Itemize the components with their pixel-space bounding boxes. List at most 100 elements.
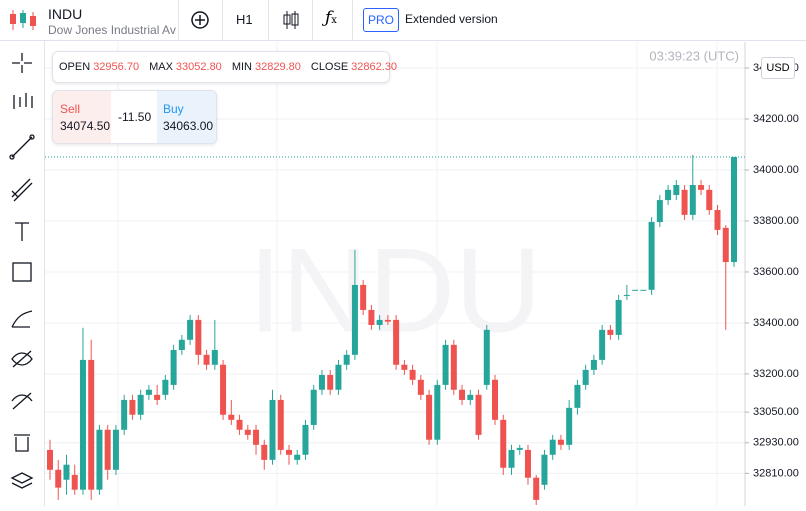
candle-body — [731, 156, 737, 263]
candle-body — [640, 289, 647, 291]
candle-body — [285, 449, 292, 455]
candle-body — [656, 200, 663, 222]
candle-body — [376, 319, 383, 325]
pro-badge[interactable]: PRO — [363, 8, 399, 32]
candle-body — [261, 444, 268, 460]
candle-body — [384, 319, 391, 322]
extended-version-link[interactable]: Extended version — [405, 12, 498, 26]
candle-body — [335, 364, 342, 390]
candle-body — [170, 349, 177, 385]
shape-tool[interactable] — [12, 262, 32, 282]
candle-body — [318, 374, 325, 390]
candle-body — [129, 399, 136, 415]
candle-body — [623, 294, 630, 296]
candle-body — [599, 329, 606, 360]
ohlc-value: 33052.80 — [175, 61, 222, 73]
candle-body — [71, 474, 78, 490]
candle-body — [211, 349, 218, 365]
logo — [10, 10, 36, 30]
candle-body — [459, 389, 466, 400]
candle-body — [393, 319, 400, 365]
candle-body — [244, 429, 251, 435]
candle-body — [277, 399, 284, 450]
candle-body — [79, 359, 86, 490]
candle-body — [607, 329, 614, 335]
ohlc-panel: OPEN 32956.70 MAX 33052.80 MIN 32829.80 CLOSE 3… — [52, 51, 397, 83]
candle-body — [178, 339, 185, 350]
candle-body — [63, 464, 70, 480]
candle-body — [673, 185, 680, 195]
candle-body — [145, 389, 152, 395]
spread: -11.50 — [118, 110, 152, 124]
candle-body — [104, 429, 111, 470]
candle-body — [302, 424, 309, 455]
delete-tool[interactable] — [14, 434, 30, 452]
candle-body — [492, 379, 499, 420]
candle-body — [121, 399, 128, 430]
symbol: INDU — [48, 6, 83, 22]
hide-tool[interactable] — [11, 352, 33, 366]
indicators-button[interactable]: ƒx — [325, 8, 337, 28]
candle-body — [236, 419, 243, 430]
text-tool[interactable] — [15, 222, 29, 241]
candle-body — [450, 344, 457, 390]
candle-body — [360, 284, 367, 310]
candle-body — [442, 344, 449, 385]
candle-body — [417, 379, 424, 395]
candle-body — [665, 189, 672, 201]
candle-body — [426, 394, 433, 440]
candle-body — [401, 364, 408, 370]
y-tick-label: 33400.00 — [753, 317, 799, 329]
interval-button[interactable]: H1 — [236, 12, 253, 27]
candle-body — [541, 454, 548, 485]
candle-body — [154, 394, 161, 400]
candle-body — [549, 439, 556, 455]
y-tick-label: 32930.00 — [753, 437, 799, 449]
symbol-name: Dow Jones Industrial Ave — [48, 23, 176, 37]
ohlc-value: 32829.80 — [254, 61, 301, 73]
brush-tool[interactable] — [11, 310, 33, 328]
candle-body — [310, 389, 317, 425]
ohlc-label: CLOSE — [310, 61, 349, 73]
candle-body — [508, 449, 515, 468]
currency-badge[interactable]: USD — [761, 57, 795, 79]
candle-body — [203, 354, 210, 365]
candle-body — [483, 329, 490, 385]
candle-body — [689, 185, 696, 215]
candle-body — [96, 429, 103, 490]
y-tick-label: 33050.00 — [753, 406, 799, 418]
candle-body — [327, 374, 334, 390]
crosshair-tool[interactable] — [12, 53, 32, 73]
y-tick-label: 33200.00 — [753, 368, 799, 380]
candle-body — [533, 477, 540, 500]
sell-button[interactable]: Sell 34074.50 — [53, 91, 111, 143]
candle-body — [55, 469, 62, 488]
candle-body — [632, 289, 639, 291]
candle-body — [88, 359, 95, 490]
add-button[interactable] — [190, 10, 210, 30]
left-toolbar — [0, 41, 45, 506]
candle-body — [475, 394, 482, 435]
candle-body — [524, 449, 531, 478]
fib-tool[interactable] — [11, 178, 33, 202]
candle-body — [343, 354, 350, 365]
y-tick-label: 33800.00 — [753, 215, 799, 227]
tool-icons — [9, 53, 35, 489]
buy-button[interactable]: Buy 34063.00 — [157, 91, 216, 143]
candle-body — [590, 359, 597, 370]
buy-label: Buy — [163, 102, 184, 116]
bars-tool[interactable] — [13, 93, 33, 109]
candle-body — [516, 447, 523, 450]
y-tick-label: 33600.00 — [753, 266, 799, 278]
candle-body — [566, 407, 573, 445]
buy-price: 34063.00 — [163, 119, 214, 133]
measure-tool[interactable] — [11, 394, 33, 402]
sell-label: Sell — [60, 102, 81, 116]
layers-tool[interactable] — [10, 472, 34, 489]
chart-type-button[interactable] — [281, 9, 301, 31]
line-tool[interactable] — [11, 136, 33, 158]
y-tick-label: 34000.00 — [753, 164, 799, 176]
candle-body — [351, 284, 358, 355]
ohlc-label: OPEN — [59, 61, 91, 73]
